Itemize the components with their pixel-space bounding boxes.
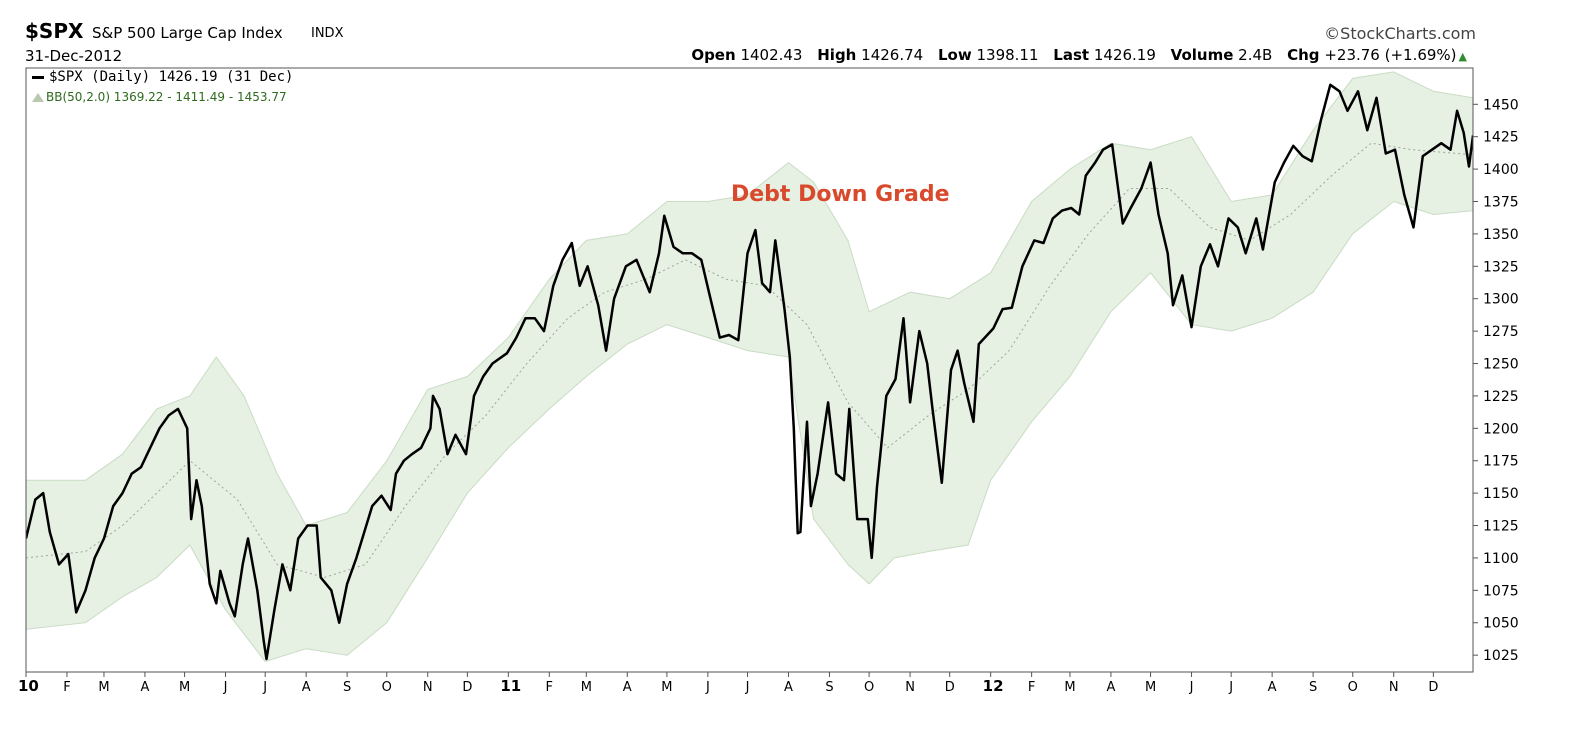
x-tick-label: S — [343, 680, 351, 695]
last-label: Last — [1053, 46, 1090, 64]
y-tick-label: 1250 — [1483, 357, 1519, 373]
x-tick-label: J — [1189, 680, 1194, 695]
chg-label: Chg — [1287, 46, 1320, 64]
y-tick-label: 1075 — [1483, 583, 1519, 599]
x-tick-label: 11 — [500, 677, 521, 695]
up-arrow-icon: ▲ — [1458, 50, 1467, 63]
volume-value: 2.4B — [1238, 46, 1273, 64]
x-tick-label: J — [705, 680, 710, 695]
y-tick-label: 1150 — [1483, 486, 1519, 502]
plot-frame — [25, 67, 1474, 673]
low-label: Low — [937, 46, 972, 64]
volume-label: Volume — [1170, 46, 1234, 64]
y-tick-label: 1350 — [1483, 227, 1519, 243]
legend-bollinger: BB(50,2.0) 1369.22 - 1411.49 - 1453.77 — [32, 90, 287, 104]
x-tick-label: N — [905, 680, 915, 695]
x-tick-label: N — [423, 680, 433, 695]
y-tick-label: 1400 — [1483, 162, 1519, 178]
high-label: High — [817, 46, 857, 64]
x-tick-label: O — [864, 680, 874, 695]
chg-value: +23.76 (+1.69%) — [1324, 46, 1457, 64]
quote-bar: Open 1402.43 High 1426.74 Low 1398.11 La… — [691, 46, 1467, 64]
x-tick-label: 10 — [18, 677, 39, 695]
y-tick-label: 1325 — [1483, 259, 1519, 275]
x-tick-label: D — [462, 680, 472, 695]
x-tick-label: S — [1309, 680, 1317, 695]
x-tick-label: J — [223, 680, 228, 695]
legend-price: $SPX (Daily) 1426.19 (31 Dec) — [32, 69, 293, 85]
x-tick-label: J — [262, 680, 267, 695]
x-tick-label: M — [661, 680, 672, 695]
brand-watermark[interactable]: ©StockCharts.com — [1324, 24, 1476, 43]
y-tick-label: 1125 — [1483, 519, 1519, 535]
y-tick-label: 1200 — [1483, 421, 1519, 437]
bollinger-band-area — [26, 71, 1473, 663]
high-value: 1426.74 — [861, 46, 924, 64]
bollinger-middle-line — [26, 142, 1473, 578]
low-value: 1398.11 — [976, 46, 1039, 64]
chart-date: 31-Dec-2012 — [25, 47, 123, 65]
chart-symbol: $SPX — [25, 19, 84, 43]
x-tick-label: M — [581, 680, 592, 695]
y-tick-label: 1025 — [1483, 648, 1519, 664]
band-swatch-icon — [32, 93, 44, 102]
x-tick-label: J — [745, 680, 750, 695]
open-value: 1402.43 — [740, 46, 803, 64]
chart-security-name: S&P 500 Large Cap Index — [92, 24, 283, 42]
legend-price-text: $SPX (Daily) 1426.19 (31 Dec) — [49, 69, 294, 85]
x-tick-label: F — [1028, 680, 1035, 695]
y-tick-label: 1050 — [1483, 616, 1519, 632]
x-tick-label: J — [1228, 680, 1233, 695]
x-tick-label: A — [1268, 680, 1277, 695]
x-tick-label: O — [382, 680, 392, 695]
y-tick-label: 1375 — [1483, 195, 1519, 211]
x-tick-label: A — [784, 680, 793, 695]
x-tick-label: O — [1348, 680, 1358, 695]
y-tick-label: 1450 — [1483, 97, 1519, 113]
x-tick-label: N — [1389, 680, 1399, 695]
y-tick-label: 1275 — [1483, 324, 1519, 340]
debt-downgrade-annotation: Debt Down Grade — [731, 182, 950, 207]
x-tick-label: S — [825, 680, 833, 695]
y-tick-label: 1225 — [1483, 389, 1519, 405]
x-tick-label: 12 — [983, 677, 1004, 695]
x-tick-label: A — [1106, 680, 1115, 695]
line-swatch-icon — [32, 75, 44, 79]
y-tick-label: 1300 — [1483, 292, 1519, 308]
price-series-line — [26, 83, 1473, 661]
y-tick-label: 1100 — [1483, 551, 1519, 567]
x-tick-label: A — [623, 680, 632, 695]
x-tick-label: F — [63, 680, 70, 695]
x-tick-label: A — [140, 680, 149, 695]
open-label: Open — [691, 46, 736, 64]
last-value: 1426.19 — [1093, 46, 1156, 64]
x-tick-label: M — [1145, 680, 1156, 695]
x-tick-label: M — [98, 680, 109, 695]
x-tick-label: F — [546, 680, 553, 695]
x-tick-label: M — [1064, 680, 1075, 695]
x-tick-label: A — [302, 680, 311, 695]
x-tick-label: D — [945, 680, 955, 695]
y-tick-label: 1175 — [1483, 454, 1519, 470]
y-tick-label: 1425 — [1483, 130, 1519, 146]
x-tick-label: M — [179, 680, 190, 695]
chart-exchange: INDX — [311, 26, 344, 41]
legend-bollinger-text: BB(50,2.0) 1369.22 - 1411.49 - 1453.77 — [46, 90, 287, 104]
x-tick-label: D — [1428, 680, 1438, 695]
